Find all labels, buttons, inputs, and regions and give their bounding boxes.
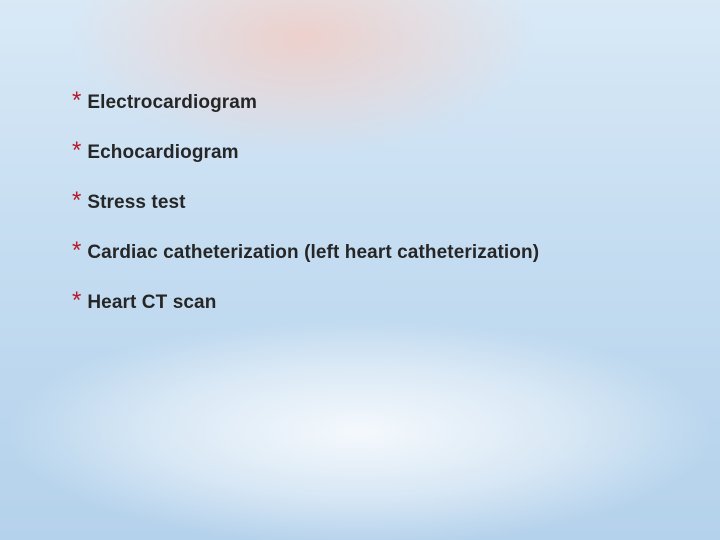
list-item: * Echocardiogram — [72, 142, 680, 166]
asterisk-icon: * — [72, 289, 81, 313]
list-item-text: Echocardiogram — [87, 142, 238, 164]
list-item-text: Heart CT scan — [87, 292, 216, 314]
list-item: * Stress test — [72, 192, 680, 216]
asterisk-icon: * — [72, 89, 81, 113]
list-item-text: Stress test — [87, 192, 185, 214]
asterisk-icon: * — [72, 139, 81, 163]
list-item: * Heart CT scan — [72, 292, 680, 316]
bullet-list: * Electrocardiogram * Echocardiogram * S… — [72, 92, 680, 316]
asterisk-icon: * — [72, 239, 81, 263]
asterisk-icon: * — [72, 189, 81, 213]
list-item-text: Cardiac catheterization (left heart cath… — [87, 242, 539, 264]
list-item-text: Electrocardiogram — [87, 92, 257, 114]
list-item: * Electrocardiogram — [72, 92, 680, 116]
list-item: * Cardiac catheterization (left heart ca… — [72, 242, 680, 266]
slide-content: * Electrocardiogram * Echocardiogram * S… — [72, 92, 680, 342]
